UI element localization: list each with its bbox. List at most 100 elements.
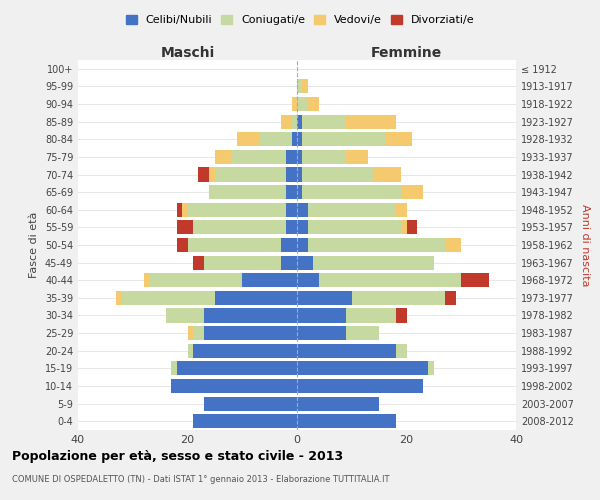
Bar: [176, 220, 193, 234]
Bar: [171, 379, 297, 393]
Bar: [302, 114, 346, 128]
Bar: [395, 344, 407, 358]
Bar: [308, 202, 395, 217]
Bar: [302, 80, 308, 94]
Bar: [204, 326, 297, 340]
Bar: [193, 414, 297, 428]
Bar: [297, 150, 302, 164]
Bar: [193, 344, 297, 358]
Bar: [281, 114, 292, 128]
Bar: [297, 379, 423, 393]
Legend: Celibi/Nubili, Coniugati/e, Vedovi/e, Divorziati/e: Celibi/Nubili, Coniugati/e, Vedovi/e, Di…: [121, 10, 479, 30]
Bar: [116, 291, 122, 305]
Bar: [352, 291, 445, 305]
Bar: [297, 291, 352, 305]
Bar: [144, 273, 149, 287]
Bar: [232, 150, 286, 164]
Bar: [193, 256, 204, 270]
Bar: [286, 202, 297, 217]
Bar: [407, 220, 418, 234]
Bar: [281, 238, 297, 252]
Bar: [428, 362, 434, 376]
Bar: [166, 308, 204, 322]
Bar: [237, 132, 259, 146]
Bar: [187, 238, 281, 252]
Bar: [297, 80, 302, 94]
Bar: [176, 362, 297, 376]
Bar: [215, 150, 232, 164]
Bar: [209, 185, 286, 199]
Bar: [302, 185, 401, 199]
Bar: [395, 308, 407, 322]
Bar: [204, 308, 297, 322]
Bar: [297, 414, 395, 428]
Bar: [313, 256, 434, 270]
Bar: [297, 132, 302, 146]
Bar: [199, 168, 209, 181]
Bar: [297, 362, 428, 376]
Bar: [401, 185, 423, 199]
Bar: [193, 326, 204, 340]
Text: Maschi: Maschi: [160, 46, 215, 60]
Bar: [176, 202, 182, 217]
Text: Femmine: Femmine: [371, 46, 442, 60]
Bar: [297, 308, 346, 322]
Bar: [374, 168, 401, 181]
Bar: [292, 114, 297, 128]
Bar: [319, 273, 461, 287]
Bar: [346, 114, 395, 128]
Bar: [297, 185, 302, 199]
Bar: [346, 150, 368, 164]
Bar: [292, 97, 297, 111]
Bar: [346, 326, 379, 340]
Bar: [286, 168, 297, 181]
Bar: [187, 344, 193, 358]
Bar: [286, 220, 297, 234]
Bar: [149, 273, 242, 287]
Bar: [209, 168, 215, 181]
Y-axis label: Fasce di età: Fasce di età: [29, 212, 39, 278]
Bar: [401, 220, 407, 234]
Bar: [215, 168, 286, 181]
Bar: [292, 132, 297, 146]
Bar: [215, 291, 297, 305]
Bar: [308, 220, 401, 234]
Bar: [445, 291, 456, 305]
Bar: [297, 220, 308, 234]
Bar: [259, 132, 292, 146]
Bar: [297, 97, 308, 111]
Y-axis label: Anni di nascita: Anni di nascita: [580, 204, 590, 286]
Bar: [297, 396, 379, 410]
Bar: [461, 273, 488, 287]
Bar: [302, 168, 374, 181]
Bar: [286, 185, 297, 199]
Bar: [297, 114, 302, 128]
Bar: [182, 202, 187, 217]
Bar: [122, 291, 215, 305]
Bar: [171, 362, 176, 376]
Bar: [204, 396, 297, 410]
Bar: [308, 97, 319, 111]
Bar: [297, 238, 308, 252]
Bar: [204, 256, 281, 270]
Bar: [297, 273, 319, 287]
Bar: [286, 150, 297, 164]
Bar: [187, 326, 193, 340]
Text: COMUNE DI OSPEDALETTO (TN) - Dati ISTAT 1° gennaio 2013 - Elaborazione TUTTITALI: COMUNE DI OSPEDALETTO (TN) - Dati ISTAT …: [12, 475, 389, 484]
Bar: [297, 344, 395, 358]
Bar: [242, 273, 297, 287]
Bar: [395, 202, 407, 217]
Bar: [193, 220, 286, 234]
Bar: [445, 238, 461, 252]
Bar: [302, 132, 385, 146]
Bar: [187, 202, 286, 217]
Text: Popolazione per età, sesso e stato civile - 2013: Popolazione per età, sesso e stato civil…: [12, 450, 343, 463]
Bar: [308, 238, 445, 252]
Bar: [346, 308, 395, 322]
Bar: [297, 168, 302, 181]
Bar: [302, 150, 346, 164]
Bar: [297, 256, 313, 270]
Bar: [176, 238, 187, 252]
Bar: [297, 326, 346, 340]
Bar: [385, 132, 412, 146]
